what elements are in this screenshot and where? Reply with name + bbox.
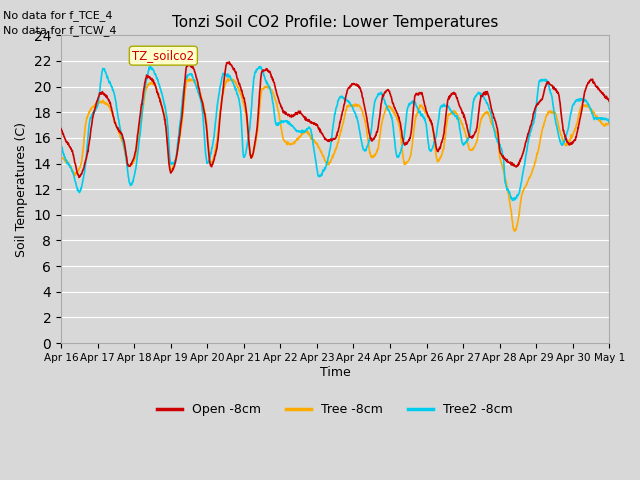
Open -8cm [122,153,130,158]
Legend: Open -8cm, Tree -8cm, Tree2 -8cm: Open -8cm, Tree -8cm, Tree2 -8cm [152,398,518,421]
Tree2 -8cm [312,156,319,161]
Tree2 -8cm [290,125,298,131]
Tree -8cm [605,120,613,125]
Tree2 -8cm [100,66,108,72]
Text: No data for f_TCW_4: No data for f_TCW_4 [3,25,116,36]
Tree -8cm [312,140,319,145]
Open -8cm [225,59,233,65]
Tree -8cm [301,129,309,134]
Text: No data for f_TCE_4: No data for f_TCE_4 [3,11,113,22]
Tree -8cm [369,153,377,158]
Title: Tonzi Soil CO2 Profile: Lower Temperatures: Tonzi Soil CO2 Profile: Lower Temperatur… [172,15,499,30]
Tree2 -8cm [509,198,516,204]
Tree2 -8cm [605,119,613,125]
Tree2 -8cm [369,108,377,114]
Open -8cm [370,136,378,142]
Tree2 -8cm [301,128,309,134]
Open -8cm [291,113,298,119]
Tree -8cm [511,228,518,234]
Line: Tree2 -8cm: Tree2 -8cm [61,67,609,201]
Y-axis label: Soil Temperatures (C): Soil Temperatures (C) [15,121,28,257]
Open -8cm [605,99,613,105]
Tree -8cm [290,139,298,145]
Open -8cm [75,174,83,180]
Open -8cm [100,92,108,97]
Line: Open -8cm: Open -8cm [61,62,609,177]
Tree2 -8cm [122,153,130,159]
Text: TZ_soilco2: TZ_soilco2 [132,49,195,62]
Tree2 -8cm [256,64,264,70]
Open -8cm [302,115,310,120]
Tree -8cm [122,153,130,158]
Tree -8cm [225,75,232,81]
Open -8cm [57,126,65,132]
Tree -8cm [57,154,65,159]
Line: Tree -8cm: Tree -8cm [61,78,609,231]
Tree -8cm [100,99,108,105]
Open -8cm [312,121,319,127]
Tree2 -8cm [57,143,65,148]
X-axis label: Time: Time [320,365,351,379]
